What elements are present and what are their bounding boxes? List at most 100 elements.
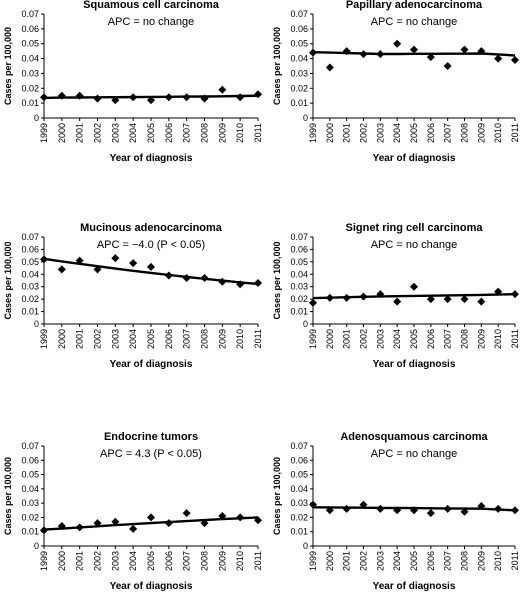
x-tick-label: 2003: [375, 123, 385, 143]
x-tick-label: 2008: [200, 551, 210, 571]
x-tick-label: 2009: [476, 329, 486, 349]
data-point: [325, 506, 334, 515]
y-tick-label: 0.04: [290, 269, 308, 279]
x-tick-label: 2010: [493, 123, 503, 143]
data-point: [164, 519, 173, 528]
x-tick-label: 2006: [164, 123, 174, 143]
x-tick-label: 2006: [426, 551, 436, 571]
y-tick-label: 0.04: [21, 269, 39, 279]
x-tick-label: 2008: [460, 123, 470, 143]
x-tick-label: 2011: [253, 551, 263, 570]
y-tick-label: 0.06: [290, 24, 308, 34]
x-tick-label: 2010: [493, 551, 503, 571]
x-tick-label: 2005: [409, 123, 419, 143]
y-tick-label: 0.04: [290, 54, 308, 64]
data-point: [236, 280, 245, 289]
data-point: [111, 254, 120, 263]
data-point: [410, 282, 418, 291]
x-tick-label: 2005: [146, 329, 156, 349]
x-tick-label: 2002: [93, 123, 103, 143]
y-tick-label: 0.01: [21, 98, 39, 108]
x-tick-label: 2004: [392, 123, 402, 143]
data-point: [460, 295, 469, 304]
data-point: [511, 506, 519, 515]
x-tick-label: 2005: [409, 551, 419, 571]
x-tick-label: 2010: [235, 329, 245, 349]
x-tick-label: 2009: [217, 551, 227, 571]
x-tick-label: 2001: [75, 329, 85, 349]
data-point: [111, 96, 120, 105]
data-point: [477, 502, 486, 510]
x-tick-label: 2007: [182, 329, 192, 349]
chart-panel: Adenosquamous carcinoma APC = no change 0 0…: [272, 431, 520, 592]
data-point: [494, 54, 503, 63]
y-tick-label: 0.02: [21, 83, 39, 93]
y-tick-label: 0.06: [21, 244, 39, 254]
data-point: [129, 524, 138, 533]
data-point: [200, 94, 209, 103]
panel-title: Adenosquamous carcinoma: [340, 431, 488, 443]
y-axis-label: Cases per 100,000: [3, 457, 13, 535]
x-tick-label: 2009: [476, 123, 486, 143]
x-tick-label: 2003: [110, 551, 120, 571]
data-point: [93, 519, 102, 528]
x-tick-label: 2011: [253, 329, 263, 348]
x-axis-label: Year of diagnosis: [373, 359, 456, 370]
x-tick-label: 2009: [217, 329, 227, 349]
x-axis-label: Year of diagnosis: [110, 581, 193, 592]
x-tick-label: 2007: [443, 123, 453, 143]
data-point: [93, 265, 102, 274]
data-point: [75, 256, 84, 265]
chart-panel: Mucinous adenocarcinoma APC = −4.0 (P < 0…: [3, 222, 263, 370]
x-axis-label: Year of diagnosis: [373, 581, 456, 592]
x-tick-label: 2001: [342, 123, 352, 143]
y-tick-label: 0: [303, 541, 308, 551]
y-tick-label: 0.04: [21, 484, 39, 494]
x-tick-label: 1999: [308, 329, 318, 349]
data-point: [111, 517, 120, 526]
data-point: [254, 278, 262, 287]
y-tick-label: 0.04: [21, 54, 39, 64]
data-point: [309, 48, 317, 57]
x-tick-label: 2011: [253, 123, 263, 142]
x-tick-label: 2003: [375, 329, 385, 349]
x-tick-label: 2004: [128, 123, 138, 143]
x-tick-label: 2006: [164, 329, 174, 349]
data-point: [40, 255, 48, 264]
apc-annotation: APC = no change: [371, 239, 458, 251]
y-tick-label: 0.03: [21, 68, 39, 78]
x-tick-label: 1999: [308, 123, 318, 143]
x-tick-label: 2002: [359, 123, 369, 143]
x-tick-label: 2008: [200, 329, 210, 349]
panel-title: Squamous cell carcinoma: [83, 0, 220, 11]
data-point: [254, 516, 262, 525]
data-point: [410, 506, 418, 515]
x-tick-label: 2007: [443, 329, 453, 349]
data-point: [376, 504, 385, 513]
panel-title: Endocrine tumors: [104, 431, 198, 443]
data-point: [393, 297, 402, 306]
x-tick-label: 2000: [57, 329, 67, 349]
y-tick-label: 0.03: [21, 498, 39, 508]
x-tick-label: 2000: [57, 123, 67, 143]
data-point: [57, 265, 66, 274]
x-tick-label: 2009: [217, 123, 227, 143]
data-point: [236, 513, 245, 522]
data-point: [426, 295, 435, 304]
x-tick-label: 2006: [426, 123, 436, 143]
x-tick-label: 2001: [75, 551, 85, 571]
x-axis-label: Year of diagnosis: [110, 359, 193, 370]
data-point: [129, 93, 138, 102]
data-point: [477, 47, 486, 56]
x-tick-label: 2000: [325, 123, 335, 143]
trend-line: [43, 257, 259, 286]
x-tick-label: 2006: [426, 329, 436, 349]
y-tick-label: 0.06: [21, 455, 39, 465]
x-tick-label: 2000: [57, 551, 67, 571]
data-point: [393, 39, 402, 48]
x-tick-label: 2010: [235, 551, 245, 571]
data-point: [309, 500, 317, 509]
data-point: [511, 290, 519, 299]
y-tick-label: 0.01: [21, 527, 39, 537]
x-tick-label: 2010: [235, 123, 245, 143]
